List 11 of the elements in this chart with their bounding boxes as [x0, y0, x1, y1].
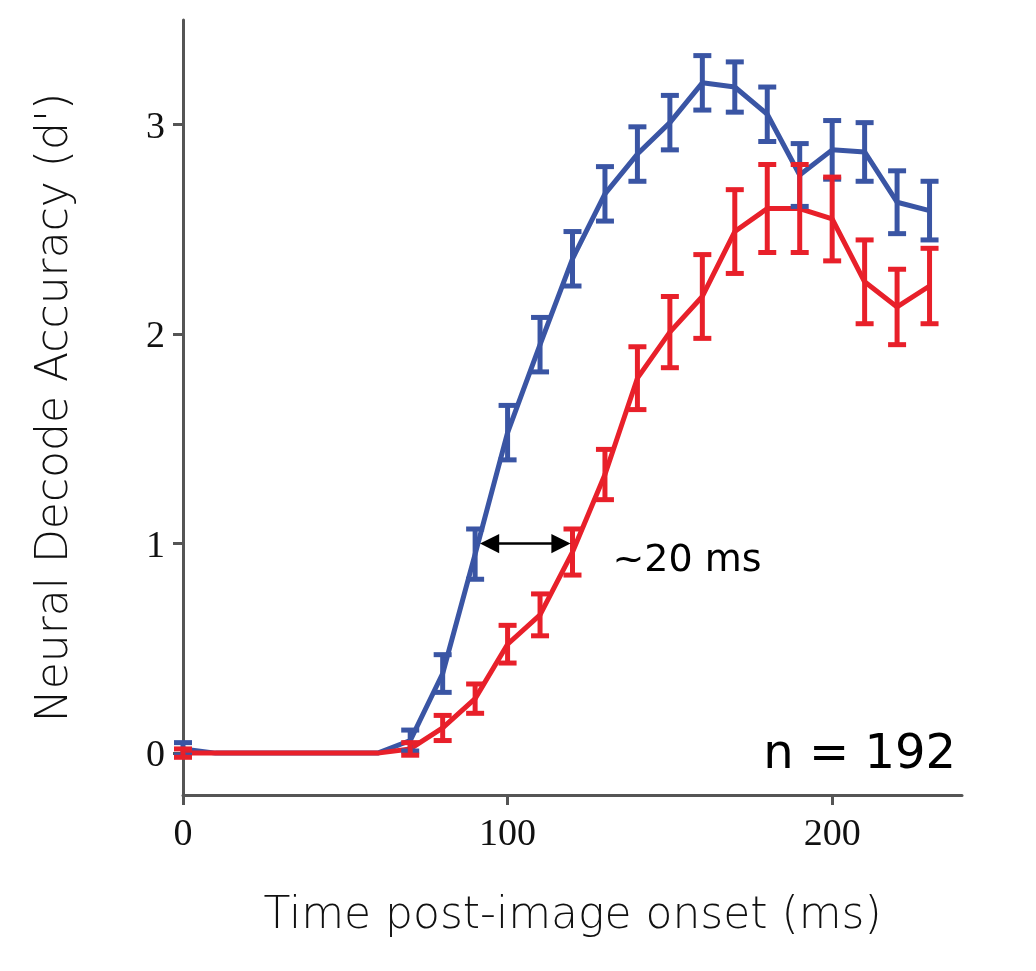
x-axis-title: Time post-image onset (ms)	[263, 886, 882, 938]
annotation: ~20 ms	[612, 535, 762, 580]
x-tick-label: 200	[803, 811, 861, 853]
y-tick-label: 2	[146, 313, 165, 356]
y-axis-title: Neural Decode Accuracy (d')	[25, 92, 77, 723]
y-tick-label: 3	[146, 103, 165, 146]
annotation: n = 192	[763, 723, 956, 779]
y-tick-label: 1	[146, 522, 165, 565]
x-tick-label: 100	[479, 811, 537, 853]
x-tick-label: 0	[173, 811, 193, 853]
y-tick-label: 0	[146, 732, 165, 775]
